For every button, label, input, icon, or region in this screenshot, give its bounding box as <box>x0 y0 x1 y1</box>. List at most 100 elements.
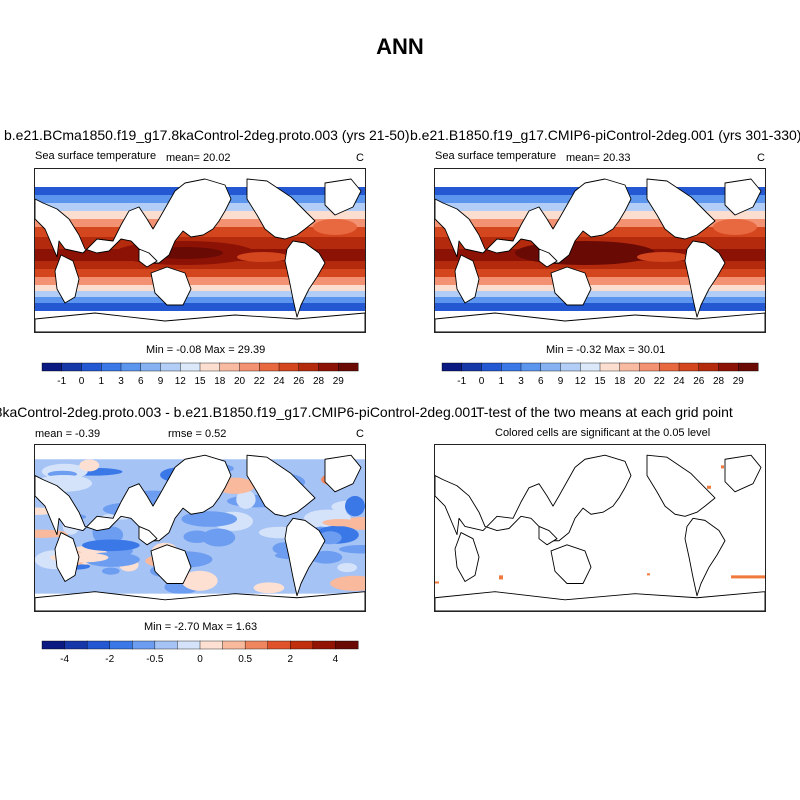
panel1-minmax: Min = -0.08 Max = 29.39 <box>146 344 266 356</box>
colorbar-tick-label: 0 <box>197 654 203 665</box>
colorbar-tick-label: -4 <box>60 654 69 665</box>
diff-patch <box>202 528 236 547</box>
panel3-colorbar: -4 -2 -0.5 0 0.5 2 4 <box>41 640 359 667</box>
panel3-rmse-label: rmse = 0.52 <box>168 428 227 440</box>
land-outline <box>724 178 762 216</box>
diff-patch <box>330 575 365 591</box>
panel2-map <box>434 168 766 333</box>
colorbar-box <box>461 362 482 372</box>
colorbar-box <box>718 362 739 372</box>
colorbar-tick-label: 12 <box>575 376 587 387</box>
panel4-map <box>434 444 766 612</box>
sst-band <box>435 297 765 303</box>
land-outline <box>724 454 762 493</box>
sst-band <box>35 303 365 311</box>
cold-tongue <box>637 252 689 262</box>
significant-cell <box>721 465 724 469</box>
land-outline <box>454 254 480 304</box>
colorbar-box <box>738 362 759 372</box>
panel2-minmax: Min = -0.32 Max = 30.01 <box>546 344 666 356</box>
arctic-ice <box>35 169 365 185</box>
colorbar-tick-label: 1 <box>498 376 504 387</box>
colorbar-tick-label: 22 <box>654 376 666 387</box>
colorbar-tick-label: 18 <box>614 376 626 387</box>
colorbar-tick-label: 1 <box>98 376 104 387</box>
colorbar-tick-label: 12 <box>175 376 187 387</box>
significant-cell <box>499 575 503 580</box>
sst-band <box>435 269 765 277</box>
sst-band <box>35 285 365 291</box>
colorbar-box <box>199 640 224 650</box>
colorbar-box <box>64 640 88 650</box>
land-outline <box>454 532 480 582</box>
colorbar-tick-label: 9 <box>158 376 164 387</box>
colorbar-tick-label: -1 <box>457 376 466 387</box>
diff-patch <box>236 490 256 509</box>
land-outline <box>435 178 632 264</box>
colorbar-box <box>61 362 82 372</box>
panel1-mean-label: mean= 20.02 <box>166 152 231 164</box>
colorbar-tick-label: 28 <box>313 376 325 387</box>
panel2-mean-label: mean= 20.33 <box>566 152 631 164</box>
panel3-title: b.e21.BCma1850.f19_g17.8kaControl-2deg.p… <box>0 404 478 420</box>
colorbar-box <box>335 640 359 650</box>
colorbar-box <box>290 640 314 650</box>
sst-band <box>35 291 365 297</box>
land-outline <box>538 248 558 268</box>
land-outline <box>54 532 80 582</box>
colorbar-tick-label: 26 <box>293 376 305 387</box>
colorbar-tick-label: 3 <box>118 376 124 387</box>
land-outline <box>550 544 592 584</box>
colorbar-tick-label: 9 <box>558 376 564 387</box>
land-outline <box>435 591 765 611</box>
land-outline <box>324 454 362 493</box>
land-outline <box>138 526 158 546</box>
sst-band <box>435 303 765 311</box>
diff-cold-atl <box>345 495 365 517</box>
land-outline <box>35 454 232 542</box>
sst-band <box>35 277 365 285</box>
sst-band <box>35 269 365 277</box>
colorbar-box <box>520 362 542 372</box>
panel2-colorbar: -1 0 1 3 6 9 12 15 18 20 22 24 26 28 29 <box>441 362 759 389</box>
panel2-units-label: C <box>757 152 765 164</box>
land-outline <box>246 178 316 240</box>
colorbar-box <box>140 362 161 372</box>
colorbar-tick-label: 29 <box>333 376 345 387</box>
colorbar-box <box>41 640 66 650</box>
colorbar-box <box>132 640 156 650</box>
colorbar-tick-label: 18 <box>214 376 226 387</box>
colorbar-tick-label: 0 <box>79 376 85 387</box>
colorbar-tick-label: 28 <box>713 376 725 387</box>
land-outline <box>646 454 716 517</box>
colorbar-box <box>177 640 201 650</box>
colorbar-tick-label: 0.5 <box>238 654 252 665</box>
colorbar-box <box>599 362 621 372</box>
colorbar-tick-label: 6 <box>138 376 144 387</box>
land-outline <box>538 526 558 546</box>
colorbar-tick-label: 0 <box>479 376 485 387</box>
sst-band <box>435 285 765 291</box>
panel3-title-clip: b.e21.BCma1850.f19_g17.8kaControl-2deg.p… <box>0 404 478 422</box>
colorbar-tick-label: 20 <box>634 376 646 387</box>
gulf-stream <box>713 219 757 235</box>
colorbar-tick-label: 4 <box>333 654 339 665</box>
colorbar-tick-label: 24 <box>273 376 285 387</box>
colorbar-box <box>219 362 240 372</box>
colorbar-tick-label: -2 <box>105 654 114 665</box>
land-outline <box>324 178 362 216</box>
diff-patch <box>79 459 100 472</box>
colorbar-tick-label: 15 <box>194 376 206 387</box>
colorbar-box <box>441 362 463 372</box>
land-outline <box>150 266 192 306</box>
panel4-title: T-test of the two means at each grid poi… <box>476 404 733 420</box>
panel1-title: b.e21.BCma1850.f19_g17.8kaControl-2deg.p… <box>4 127 410 143</box>
colorbar-box <box>278 362 300 372</box>
arctic-ice <box>435 169 765 185</box>
colorbar-box <box>41 362 63 372</box>
colorbar-tick-label: 20 <box>234 376 246 387</box>
sst-band <box>35 261 365 269</box>
panel2-left-label: Sea surface temperature <box>435 150 557 162</box>
diff-patch <box>322 518 358 527</box>
diff-patch <box>310 550 343 564</box>
